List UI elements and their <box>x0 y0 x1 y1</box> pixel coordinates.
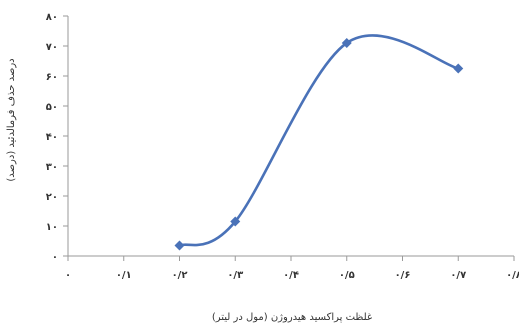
y-axis-title: درصد حذف فرمالدئید (درصد) <box>6 58 17 181</box>
y-axis: ۰ ۱۰ ۲۰ ۳۰ ۴۰ ۵۰ ۶۰ ۷۰ ۸۰ <box>46 12 69 263</box>
x-axis: ۰ ۰/۱ ۰/۲ ۰/۳ ۰/۴ ۰/۵ ۰/۶ ۰/۷ ۰/۸ <box>65 255 519 281</box>
x-tick-label: ۰/۷ <box>450 270 466 281</box>
y-tick-label: ۶۰ <box>46 72 58 83</box>
x-tick-label: ۰/۶ <box>395 270 411 281</box>
y-tick-label: ۱۰ <box>46 222 58 233</box>
x-tick-label: ۰/۲ <box>172 270 188 281</box>
data-point-marker <box>230 216 241 227</box>
data-point-marker <box>453 63 464 74</box>
y-tick-label: ۴۰ <box>46 132 58 143</box>
series-line <box>178 34 460 247</box>
y-tick-label: ۷۰ <box>46 42 58 53</box>
x-tick-label: ۰/۳ <box>227 270 243 281</box>
y-tick-label: ۸۰ <box>46 12 58 23</box>
data-point-marker <box>341 38 352 48</box>
x-tick-label: ۰/۱ <box>116 270 132 281</box>
series-layer <box>174 34 464 251</box>
x-tick-label: ۰/۵ <box>339 270 355 281</box>
x-tick-label: ۰/۴ <box>283 270 299 281</box>
y-tick-label: ۳۰ <box>46 162 58 173</box>
data-point-marker <box>174 240 185 251</box>
x-tick-label: ۰ <box>65 270 71 281</box>
y-tick-label: ۵۰ <box>46 102 58 113</box>
y-tick-label: ۲۰ <box>46 192 58 203</box>
y-tick-label: ۰ <box>52 252 58 263</box>
x-axis-title: غلظت پراکسید هیدروژن (مول در لیتر) <box>212 312 372 323</box>
x-tick-label: ۰/۸ <box>506 270 519 281</box>
